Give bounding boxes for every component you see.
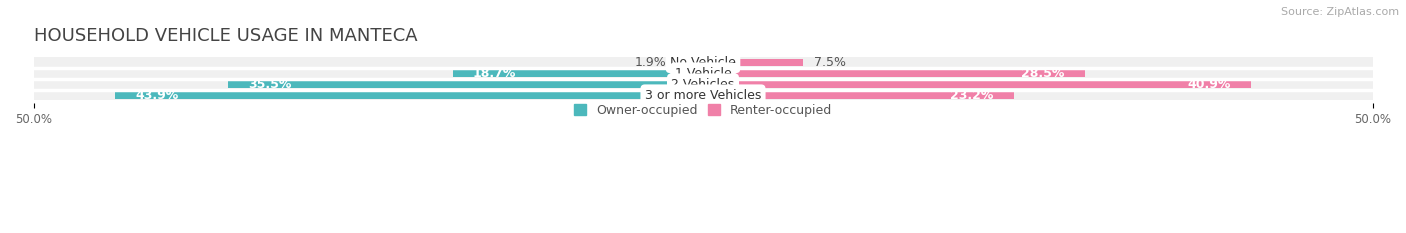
Text: 7.5%: 7.5% [814, 56, 846, 69]
Text: 1.9%: 1.9% [636, 56, 666, 69]
Bar [34, 69, 1372, 78]
Bar [34, 79, 1372, 89]
Text: 35.5%: 35.5% [247, 78, 291, 91]
Bar [703, 59, 803, 66]
Legend: Owner-occupied, Renter-occupied: Owner-occupied, Renter-occupied [568, 99, 838, 122]
Text: 40.9%: 40.9% [1187, 78, 1230, 91]
Text: 3 or more Vehicles: 3 or more Vehicles [645, 89, 761, 102]
Bar [703, 70, 1084, 77]
Text: 18.7%: 18.7% [472, 67, 516, 80]
Bar [34, 58, 1372, 67]
Bar [115, 92, 703, 99]
Bar [703, 81, 1251, 88]
Text: HOUSEHOLD VEHICLE USAGE IN MANTECA: HOUSEHOLD VEHICLE USAGE IN MANTECA [34, 27, 418, 45]
Text: 28.5%: 28.5% [1021, 67, 1064, 80]
Bar [703, 92, 1014, 99]
Bar [678, 59, 703, 66]
Text: 23.2%: 23.2% [950, 89, 994, 102]
Bar [34, 90, 1372, 100]
Bar [228, 81, 703, 88]
Bar [453, 70, 703, 77]
Text: 43.9%: 43.9% [135, 89, 179, 102]
Text: No Vehicle: No Vehicle [671, 56, 735, 69]
Text: 2 Vehicles: 2 Vehicles [672, 78, 734, 91]
Text: Source: ZipAtlas.com: Source: ZipAtlas.com [1281, 7, 1399, 17]
Text: 1 Vehicle: 1 Vehicle [675, 67, 731, 80]
